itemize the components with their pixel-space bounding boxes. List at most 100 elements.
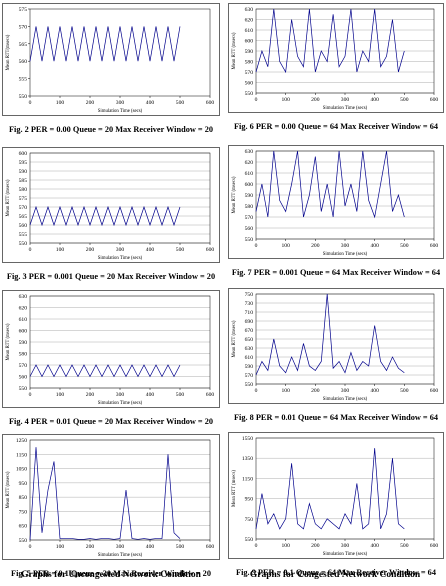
y-tick-label: 580: [245, 204, 254, 210]
y-tick-label: 585: [19, 178, 28, 184]
x-tick-label: 0: [29, 392, 32, 398]
x-axis-label: Simulation Time (secs): [98, 256, 143, 261]
x-tick-label: 200: [311, 97, 320, 103]
y-axis-label: Mean RTT (msecs): [6, 179, 11, 216]
x-tick-label: 300: [116, 392, 125, 398]
y-tick-label: 550: [19, 538, 28, 544]
data-line: [255, 150, 405, 219]
plot-frame: [29, 295, 211, 389]
x-tick-label: 100: [56, 100, 65, 106]
y-tick-label: 550: [245, 382, 254, 388]
chart: 550 555 560 565 570 575 0 100 200 300 400 500 600 Sim…: [2, 3, 220, 116]
plot-frame: [255, 150, 435, 240]
y-tick-label: 570: [19, 363, 28, 369]
y-tick-label: 710: [245, 310, 254, 316]
plot-frame: [255, 8, 435, 94]
x-tick-label: 600: [206, 392, 215, 398]
chart: 550 570 590 610 630 650 670 690 710 730 750 0 100 200…: [228, 288, 444, 404]
y-tick-label: 600: [245, 39, 254, 45]
caption: Fig. 7 PER = 0.001 Queue = 64 Max Receiv…: [231, 268, 441, 277]
y-tick-label: 630: [19, 294, 28, 300]
x-tick-label: 300: [341, 243, 350, 249]
x-tick-label: 600: [206, 100, 215, 106]
y-tick-label: 630: [245, 346, 254, 352]
y-tick-label: 560: [245, 81, 254, 87]
y-tick-label: 610: [245, 355, 254, 361]
chart: 550 555 560 565 570 575 580 585 590 595 600 0 100 200…: [2, 147, 220, 263]
y-tick-label: 560: [245, 226, 254, 232]
y-axis-label: Mean RTT (msecs): [232, 320, 237, 357]
y-tick-label: 560: [19, 59, 28, 65]
y-tick-label: 1150: [16, 452, 27, 458]
x-tick-label: 500: [400, 388, 409, 394]
y-tick-label: 580: [245, 60, 254, 66]
y-tick-label: 570: [19, 205, 28, 211]
x-axis-label: Simulation Time (secs): [323, 552, 368, 557]
x-tick-label: 0: [255, 388, 258, 394]
caption: Fig. 4 PER = 0.01 Queue = 20 Max Receive…: [8, 417, 214, 426]
y-tick-label: 750: [245, 517, 254, 523]
caption: Fig. 9 PER = 0.1 Queue = 64 Max Receiver…: [236, 568, 436, 577]
caption: Fig. 6 PER = 0.00 Queue = 64 Max Receive…: [233, 122, 439, 131]
x-tick-label: 200: [86, 392, 95, 398]
chart: 550 560 570 580 590 600 610 620 630 0 100 200 300 400…: [228, 3, 444, 113]
x-tick-label: 100: [281, 97, 290, 103]
x-tick-label: 600: [206, 247, 215, 253]
x-tick-label: 200: [311, 543, 320, 549]
y-tick-label: 750: [19, 509, 28, 515]
y-axis-label: Mean RTT (msecs): [232, 470, 237, 507]
data-line: [255, 293, 405, 376]
x-tick-label: 300: [116, 247, 125, 253]
x-tick-label: 500: [176, 247, 185, 253]
x-tick-label: 0: [29, 247, 32, 253]
x-tick-label: 0: [255, 97, 258, 103]
caption: Fig. 5 PER = 0.1 Queue = 20 Max Receiver…: [11, 569, 211, 578]
data-line: [29, 447, 181, 541]
chart-panel: 550 560 570 580 590 600 610 620 630 0 100 200 300 400…: [2, 290, 220, 427]
x-axis-label: Simulation Time (secs): [98, 401, 143, 406]
data-line: [255, 8, 405, 74]
data-line: [255, 448, 405, 530]
chart: 550 560 570 580 590 600 610 620 630 0 100 200 300 400…: [228, 145, 444, 259]
y-tick-label: 550: [19, 241, 28, 247]
y-tick-label: 750: [245, 292, 254, 298]
plot-frame: [29, 152, 211, 244]
y-tick-label: 650: [19, 524, 28, 530]
x-tick-label: 600: [430, 388, 439, 394]
chart-border: [228, 432, 444, 559]
x-tick-label: 400: [370, 97, 379, 103]
y-tick-label: 580: [19, 187, 28, 193]
y-tick-label: 590: [245, 364, 254, 370]
y-tick-label: 630: [245, 7, 254, 13]
data-line: [29, 26, 181, 62]
y-tick-label: 570: [245, 215, 254, 221]
y-tick-label: 1250: [16, 438, 27, 444]
x-tick-label: 300: [116, 544, 125, 550]
y-tick-label: 575: [19, 7, 28, 13]
x-tick-label: 300: [116, 100, 125, 106]
y-tick-label: 610: [245, 171, 254, 177]
x-tick-label: 300: [341, 543, 350, 549]
y-tick-label: 550: [245, 237, 254, 243]
y-tick-label: 670: [245, 328, 254, 334]
chart-panel: 550 560 570 580 590 600 610 620 630 0 100 200 300 400…: [228, 145, 444, 278]
chart: 550 750 950 1150 1350 1550 0 100 200 300 400 500 600…: [228, 432, 444, 559]
x-tick-label: 100: [281, 543, 290, 549]
x-tick-label: 400: [370, 388, 379, 394]
x-tick-label: 500: [176, 100, 185, 106]
caption: Fig. 8 PER = 0.01 Queue = 64 Max Receive…: [233, 413, 439, 422]
y-tick-label: 1150: [242, 476, 253, 482]
y-tick-label: 550: [19, 386, 28, 392]
x-tick-label: 0: [29, 100, 32, 106]
y-tick-label: 550: [245, 91, 254, 97]
y-tick-label: 570: [245, 373, 254, 379]
y-tick-label: 550: [245, 537, 254, 543]
y-tick-label: 580: [19, 352, 28, 358]
chart-panel: 550 750 950 1150 1350 1550 0 100 200 300 400 500 600…: [228, 432, 444, 578]
x-axis-label: Simulation Time (secs): [98, 553, 143, 558]
x-axis-label: Simulation Time (secs): [323, 106, 368, 111]
x-axis-label: Simulation Time (secs): [98, 109, 143, 114]
x-tick-label: 100: [281, 388, 290, 394]
y-tick-label: 555: [19, 232, 28, 238]
